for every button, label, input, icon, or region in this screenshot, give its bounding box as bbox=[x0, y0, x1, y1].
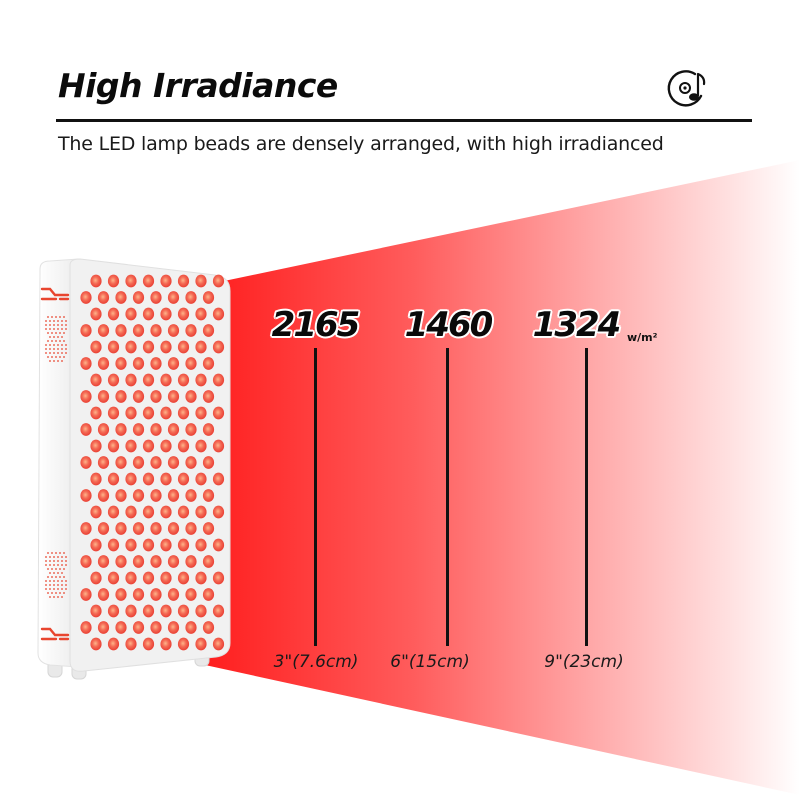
wave-line-icon bbox=[40, 287, 70, 641]
distance-label-9in: 9"(23cm) bbox=[544, 652, 624, 672]
irradiance-value-9in: 1324 bbox=[532, 305, 622, 345]
distance-marker-line bbox=[585, 348, 588, 646]
irradiance-value-3in: 2165 bbox=[271, 305, 361, 345]
distance-label-6in: 6"(15cm) bbox=[390, 652, 470, 672]
speaker-grille-icon bbox=[45, 316, 67, 598]
music-disc-icon bbox=[667, 70, 706, 107]
distance-marker-line bbox=[314, 348, 317, 646]
distance-marker-line bbox=[446, 348, 449, 646]
distance-label-3in: 3"(7.6cm) bbox=[273, 652, 359, 672]
page-title: High Irradiance bbox=[58, 66, 338, 105]
irradiance-unit: w/m² bbox=[627, 331, 658, 344]
led-panel-device bbox=[37, 258, 231, 680]
title-divider bbox=[56, 119, 752, 122]
irradiance-value-6in: 1460 bbox=[404, 305, 494, 345]
subtitle: The LED lamp beads are densely arranged,… bbox=[58, 133, 664, 155]
